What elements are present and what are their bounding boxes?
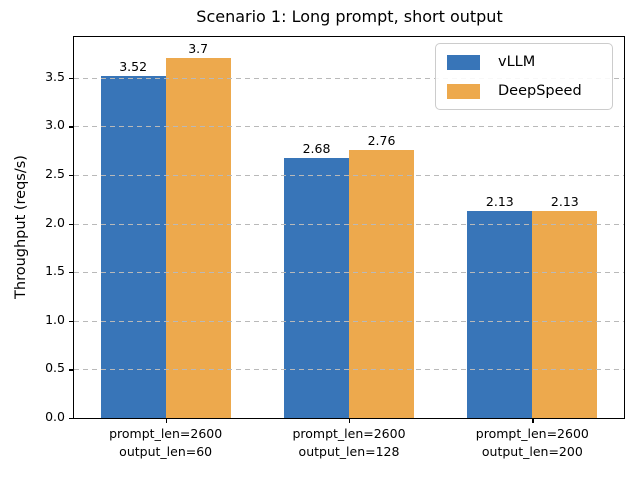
legend-item-deepspeed: DeepSpeed	[436, 82, 612, 100]
gridline	[74, 175, 624, 176]
x-tick-mark	[532, 419, 534, 423]
y-tick-label: 3.5	[45, 68, 65, 84]
x-tick-label-group2: prompt_len=2600 output_len=128	[292, 425, 405, 460]
y-tick-mark	[69, 320, 73, 322]
x-tick-label-line: output_len=60	[119, 443, 213, 459]
legend-swatch-deepspeed	[447, 83, 480, 99]
gridline	[74, 126, 624, 128]
bar-vllm-group2	[284, 157, 349, 418]
x-tick-label-line: prompt_len=2600	[475, 426, 589, 441]
bar-value-label: 2.76	[367, 132, 396, 148]
bar-value-label: 2.68	[302, 140, 331, 156]
y-tick-label: 2.5	[45, 166, 65, 181]
y-tick-label: 0.0	[45, 409, 65, 424]
legend-label: DeepSpeed	[498, 83, 582, 99]
bar-value-label: 3.52	[119, 58, 148, 74]
x-tick-label-line: output_len=200	[481, 443, 583, 459]
y-tick-mark	[69, 77, 73, 79]
gridline	[74, 320, 624, 322]
x-tick-label-group3: prompt_len=2600 output_len=200	[476, 425, 589, 460]
x-tick-mark	[349, 419, 351, 423]
y-tick-label: 0.5	[45, 360, 65, 376]
bar-vllm-group3	[467, 210, 533, 418]
y-tick-mark	[69, 272, 73, 274]
legend: vLLM DeepSpeed	[435, 43, 613, 110]
y-tick-mark	[69, 223, 73, 225]
bar-deepspeed-group2	[349, 149, 414, 418]
bar-value-label: 2.13	[485, 193, 514, 209]
legend-label: vLLM	[498, 54, 536, 70]
y-tick-label: 1.5	[45, 263, 65, 279]
gridline	[74, 272, 624, 274]
gridline	[74, 77, 624, 79]
gridline	[74, 369, 624, 371]
x-tick-label-line: prompt_len=2600	[292, 426, 406, 441]
gridline	[74, 223, 624, 225]
chart-title: Scenario 1: Long prompt, short output	[196, 7, 503, 26]
bar-deepspeed-group3	[532, 210, 598, 418]
legend-swatch-vllm	[447, 54, 480, 70]
x-tick-label-group1: prompt_len=2600 output_len=60	[109, 425, 222, 460]
x-tick-label-line: prompt_len=2600	[109, 426, 223, 441]
bar-value-label: 3.7	[188, 41, 209, 57]
y-tick-label: 3.0	[45, 117, 65, 133]
x-tick-label-line: output_len=128	[298, 443, 400, 459]
y-tick-label: 2.0	[45, 214, 65, 230]
legend-item-vllm: vLLM	[436, 53, 612, 71]
y-tick-mark	[69, 175, 73, 177]
x-tick-mark	[165, 419, 167, 423]
y-tick-mark	[69, 418, 73, 420]
plot-area: vLLM DeepSpeed 3.52 2.68 2.13 3.7 2.76 2.13	[73, 36, 625, 419]
y-tick-mark	[69, 126, 73, 128]
bar-deepspeed-group1	[165, 58, 231, 418]
y-tick-label: 1.0	[45, 311, 65, 327]
bar-vllm-group1	[100, 75, 166, 418]
y-tick-mark	[69, 369, 73, 371]
bar-value-label: 2.13	[550, 193, 579, 209]
